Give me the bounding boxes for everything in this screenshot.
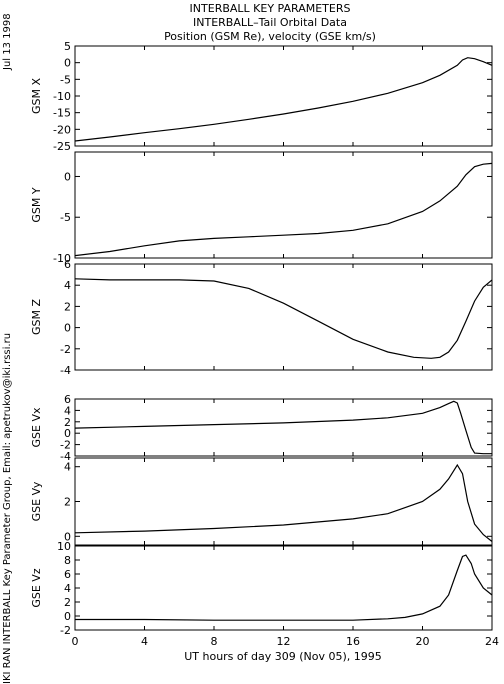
y-tick-label-4-4: 4 [64, 404, 71, 417]
series-line-1 [74, 57, 493, 142]
panel-frame-4 [74, 398, 493, 457]
y-tick-label-5-1: 2 [64, 496, 71, 509]
y-tick-label-4-2: 0 [64, 427, 71, 440]
y-tick-label-5-0: 0 [64, 530, 71, 543]
x-tick-label-0: 0 [72, 635, 79, 648]
credit-line: IKI RAN INTERBALL Key Parameter Group, E… [2, 332, 13, 684]
x-tick-label-5: 20 [416, 635, 430, 648]
series-line-4 [74, 400, 492, 455]
y-axis-label-6: GSE Vz [30, 568, 43, 607]
y-tick-label-4-1: -2 [60, 439, 71, 452]
y-tick-label-1-5: 0 [64, 57, 71, 70]
y-tick-label-1-6: 5 [64, 40, 71, 53]
panel-frame-5 [74, 457, 493, 546]
y-tick-label-1-1: -20 [53, 123, 71, 136]
y-tick-label-3-3: 2 [64, 300, 71, 313]
chart-title-line-3: Position (GSM Re), velocity (GSE km/s) [164, 30, 376, 43]
y-axis-label-4: GSE Vx [30, 407, 43, 447]
y-tick-label-4-5: 6 [64, 393, 71, 406]
y-tick-label-3-0: -4 [60, 364, 71, 377]
date-stamp: Jul 13 1998 [2, 13, 13, 70]
y-tick-label-6-3: 4 [64, 582, 71, 595]
x-tick-label-4: 16 [346, 635, 360, 648]
series-line-3 [74, 278, 493, 359]
y-tick-label-2-0: -10 [53, 252, 71, 265]
chart-title-line-1: INTERBALL KEY PARAMETERS [190, 2, 351, 15]
y-axis-label-1: GSM X [30, 78, 43, 114]
y-tick-label-1-4: -5 [60, 73, 71, 86]
panel-frame-1 [74, 45, 493, 147]
y-tick-label-2-1: -5 [60, 211, 71, 224]
y-tick-label-6-0: -2 [60, 624, 71, 637]
y-tick-label-3-2: 0 [64, 322, 71, 335]
y-tick-label-1-2: -15 [53, 107, 71, 120]
y-tick-label-4-3: 2 [64, 416, 71, 429]
y-axis-label-3: GSM Z [30, 299, 43, 335]
y-tick-label-3-1: -2 [60, 343, 71, 356]
x-tick-label-3: 12 [277, 635, 291, 648]
panel-frame-2 [74, 151, 493, 259]
y-tick-label-4-0: -4 [60, 450, 71, 463]
x-tick-label-6: 24 [485, 635, 499, 648]
chart-title-line-2: INTERBALL–Tail Orbital Data [193, 16, 347, 29]
x-tick-label-2: 8 [211, 635, 218, 648]
x-tick-label-1: 4 [141, 635, 148, 648]
y-tick-label-5-2: 4 [64, 461, 71, 474]
series-line-2 [74, 162, 493, 257]
y-tick-label-3-5: 6 [64, 258, 71, 271]
y-tick-label-1-0: -25 [53, 140, 71, 153]
y-tick-label-2-2: 0 [64, 170, 71, 183]
y-axis-label-5: GSE Vy [30, 481, 43, 521]
y-tick-label-1-3: -10 [53, 90, 71, 103]
panel-frame-6 [74, 545, 493, 631]
y-tick-label-6-1: 0 [64, 610, 71, 623]
x-axis-label: UT hours of day 309 (Nov 05), 1995 [184, 650, 382, 663]
y-tick-label-6-6: 10 [57, 540, 71, 553]
y-tick-label-6-2: 2 [64, 596, 71, 609]
series-line-6 [75, 554, 493, 621]
y-axis-label-2: GSM Y [30, 187, 43, 222]
series-line-5 [74, 463, 493, 542]
y-tick-label-6-5: 8 [64, 554, 71, 567]
y-tick-label-6-4: 6 [64, 568, 71, 581]
y-tick-label-3-4: 4 [64, 279, 71, 292]
